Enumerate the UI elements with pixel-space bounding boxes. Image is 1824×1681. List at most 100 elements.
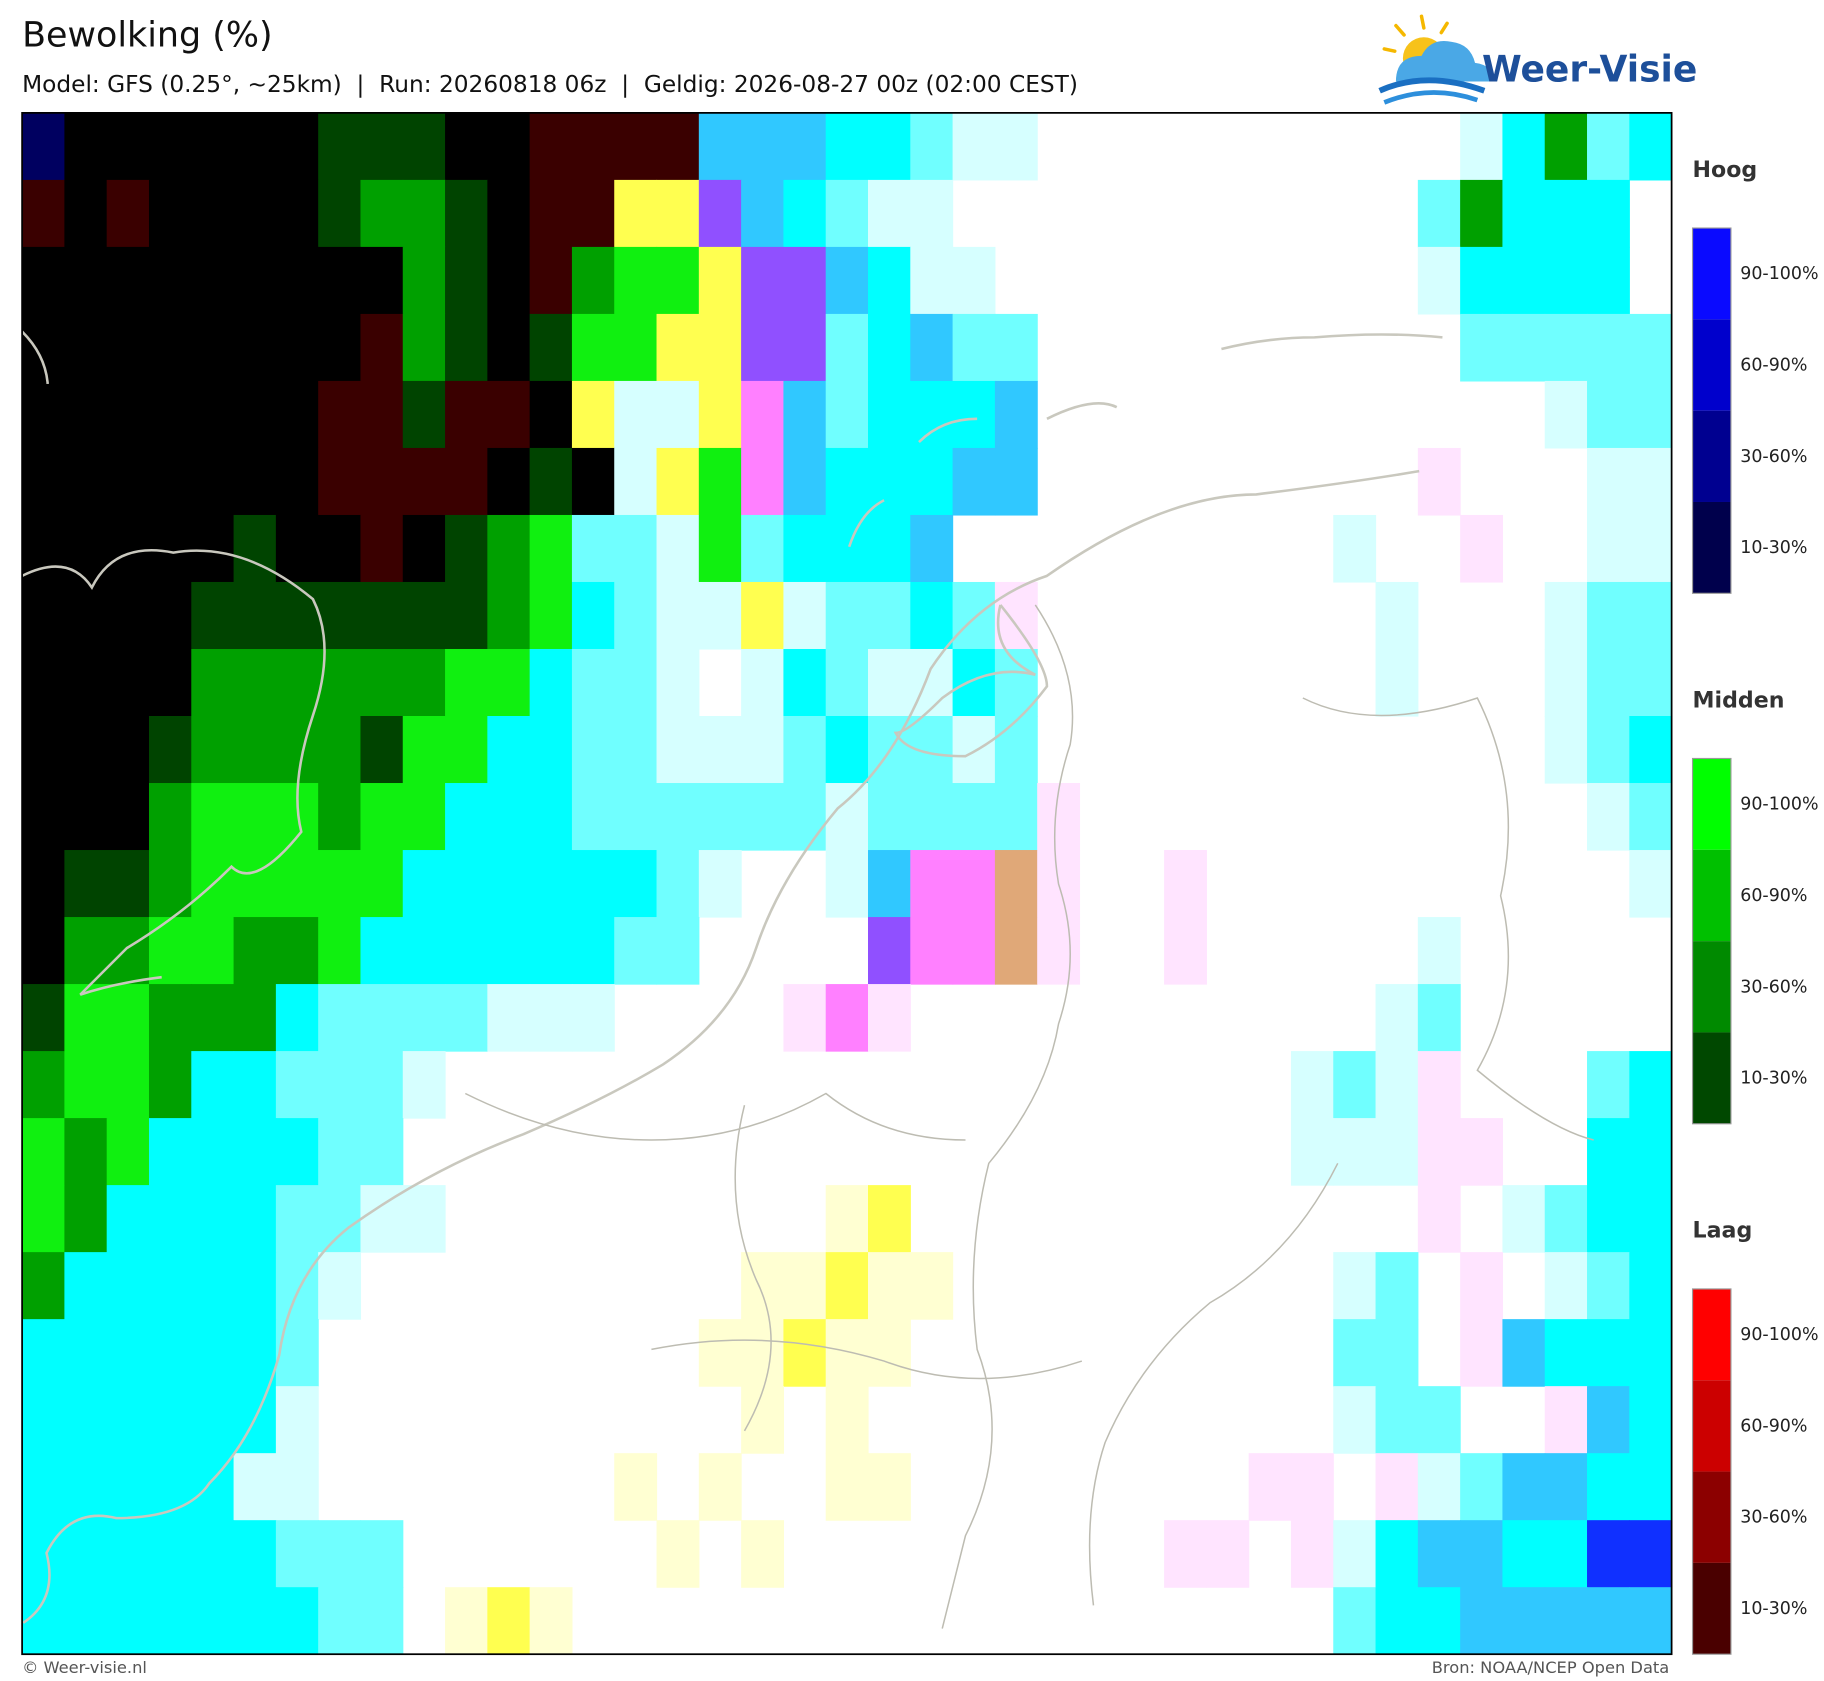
legend-label: 60-90%	[1740, 356, 1807, 376]
cloud-cell	[614, 313, 658, 382]
cloud-cell	[656, 850, 700, 918]
cloud-cell	[191, 648, 235, 717]
cloud-cell	[1629, 313, 1673, 382]
legend-label: 60-90%	[1740, 886, 1807, 906]
cloud-cell	[318, 783, 362, 851]
cloud-cell	[614, 246, 658, 315]
cloud-cell	[910, 648, 954, 717]
cloud-cell	[402, 1051, 446, 1119]
cloud-cell	[318, 1520, 362, 1588]
legend-label: 90-100%	[1740, 1325, 1818, 1345]
cloud-cell	[1587, 1587, 1630, 1655]
cloud-cell	[741, 380, 784, 449]
cloud-cell	[868, 514, 911, 583]
cloud-cell	[825, 313, 869, 382]
cloud-cell	[614, 648, 658, 717]
cloud-cell	[1037, 917, 1081, 985]
cloud-cell	[402, 1185, 446, 1253]
cloud-cell	[106, 179, 150, 248]
cloud-cell	[487, 112, 531, 181]
cloud-cell	[487, 179, 531, 248]
cloud-cell	[402, 984, 446, 1052]
cloud-cell	[275, 179, 319, 248]
cloud-cell	[445, 581, 488, 650]
legend-label: 10-30%	[1740, 1599, 1807, 1619]
cloud-cell	[106, 246, 150, 315]
cloud-cell	[275, 514, 319, 583]
cloud-cell	[1544, 648, 1588, 717]
cloud-cell	[1375, 1319, 1419, 1387]
cloud-cell	[1460, 112, 1504, 181]
cloud-cell	[64, 112, 108, 181]
cloud-cell	[487, 917, 531, 985]
cloud-cell	[868, 313, 911, 382]
cloud-cell	[741, 1520, 784, 1588]
cloud-cell	[233, 1319, 277, 1387]
cloud-cell	[783, 246, 827, 315]
cloud-cell	[148, 716, 192, 784]
cloud-cell	[825, 984, 869, 1052]
cloud-cell	[402, 716, 446, 784]
cloud-cell	[318, 1185, 362, 1253]
cloud-cell	[1375, 1386, 1419, 1454]
cloud-cell	[360, 581, 404, 650]
cloud-cell	[22, 1453, 65, 1521]
cloud-cell	[106, 447, 150, 516]
cloud-cell	[148, 1386, 192, 1454]
cloud-cell	[656, 1520, 700, 1588]
cloud-cell	[275, 1252, 319, 1320]
cloud-cell	[106, 850, 150, 918]
cloud-cell	[1333, 1386, 1377, 1454]
cloud-cell	[402, 514, 446, 583]
cloud-cell	[656, 380, 700, 449]
cloud-cell	[233, 1520, 277, 1588]
footer-right: Bron: NOAA/NCEP Open Data	[1432, 1658, 1670, 1677]
cloud-cell	[64, 380, 108, 449]
cloud-cell	[106, 648, 150, 717]
cloud-cell	[233, 447, 277, 516]
cloud-cell	[148, 1185, 192, 1253]
cloud-cell	[148, 984, 192, 1052]
cloud-cell	[1417, 1386, 1461, 1454]
cloud-cell	[783, 179, 827, 248]
cloud-cell	[191, 1319, 235, 1387]
cloud-cell	[910, 581, 954, 650]
cloud-cell	[825, 1453, 869, 1521]
cloud-cell	[571, 112, 615, 181]
cloud-cell	[825, 514, 869, 583]
cloud-cell	[64, 313, 108, 382]
cloud-cell	[825, 1252, 869, 1320]
cloud-cell	[275, 1185, 319, 1253]
cloud-cell	[106, 783, 150, 851]
cloud-cell	[656, 716, 700, 784]
cloud-cell	[360, 1587, 404, 1655]
cloud-cell	[233, 984, 277, 1052]
cloud-cell	[698, 850, 742, 918]
cloud-cell	[360, 514, 404, 583]
cloud-cell	[1629, 1252, 1673, 1320]
cloud-cell	[275, 313, 319, 382]
cloud-cell	[1544, 1587, 1588, 1655]
cloud-cell	[614, 380, 658, 449]
cloud-cell	[106, 1453, 150, 1521]
legend-frame	[1691, 1288, 1732, 1655]
cloud-cell	[106, 313, 150, 382]
legend-frame	[1691, 227, 1732, 594]
cloud-cell	[64, 1319, 108, 1387]
cloud-cell	[1375, 1587, 1419, 1655]
coastlines	[21, 330, 1443, 1624]
cloud-cell	[1417, 1118, 1461, 1186]
cloud-cell	[191, 1520, 235, 1588]
cloud-cell	[106, 1587, 150, 1655]
cloud-cell	[275, 1520, 319, 1588]
cloud-cell	[1629, 1587, 1673, 1655]
cloud-cell	[1460, 179, 1504, 248]
cloud-cell	[275, 850, 319, 918]
cloud-cell	[529, 246, 573, 315]
cloud-cell	[952, 917, 996, 985]
cloud-cell	[445, 984, 488, 1052]
cloud-cell	[22, 1520, 65, 1588]
cloud-cell	[910, 514, 954, 583]
cloud-cell	[445, 514, 488, 583]
legend-swatch	[1692, 758, 1731, 850]
